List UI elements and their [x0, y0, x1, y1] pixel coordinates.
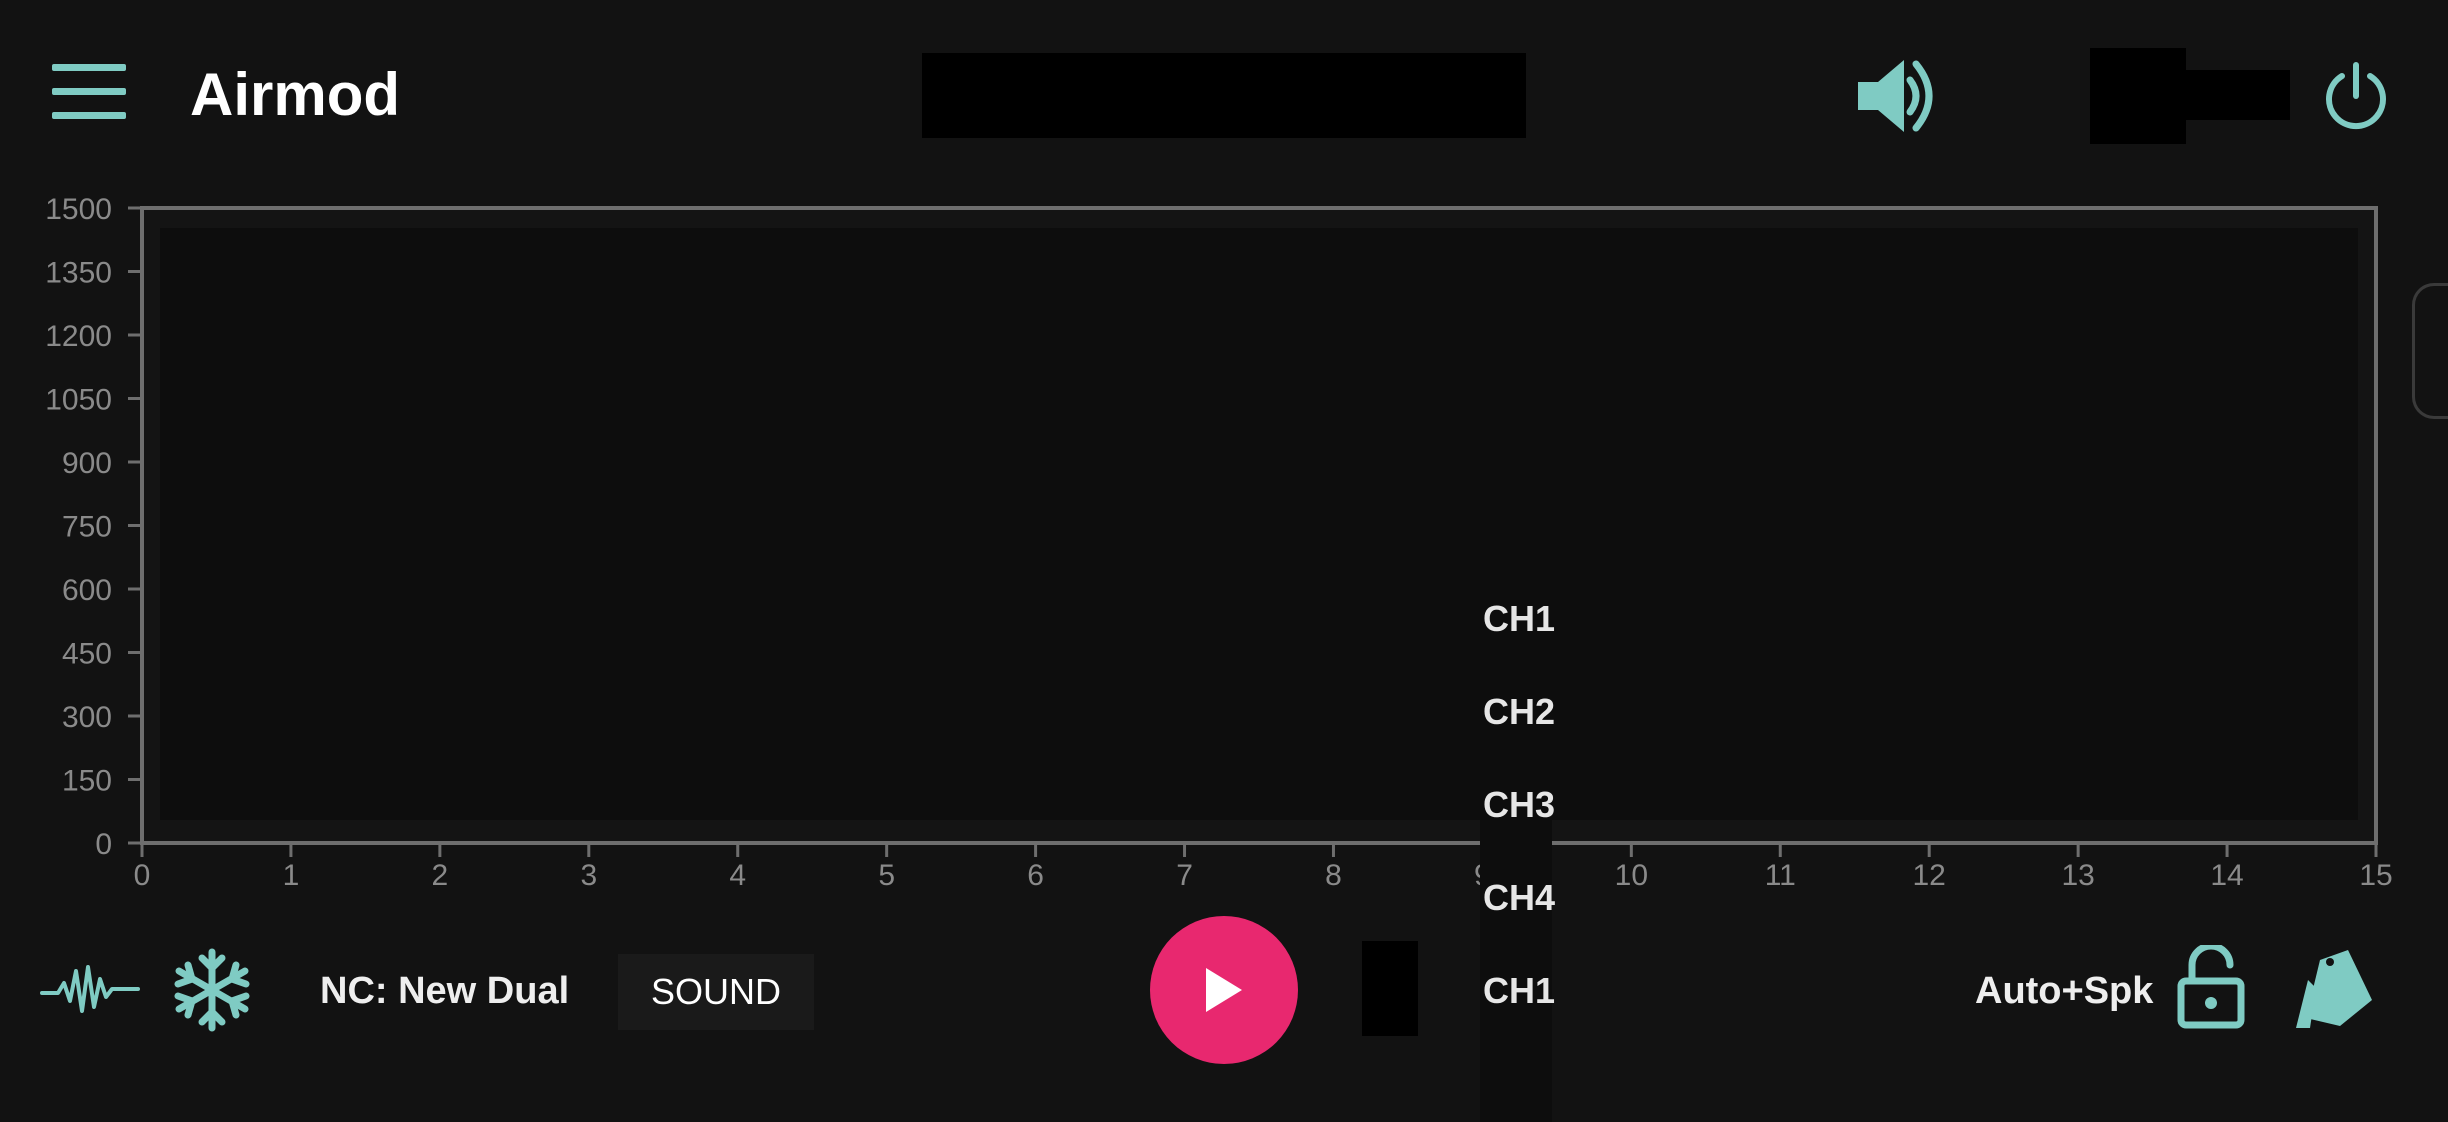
channel-menu — [1480, 572, 1552, 1122]
eraser-icon[interactable] — [2286, 948, 2376, 1030]
x-tick-label: 13 — [2061, 859, 2094, 892]
power-icon[interactable] — [2322, 62, 2390, 130]
x-tick-label: 0 — [134, 859, 151, 892]
play-icon — [1206, 968, 1242, 1012]
x-tick-label: 3 — [580, 859, 597, 892]
y-tick-label: 1500 — [45, 193, 112, 226]
noise-cancel-label[interactable]: NC: New Dual — [320, 970, 570, 1012]
redacted-status-area-2 — [2186, 70, 2290, 120]
plot-area — [160, 228, 2358, 820]
x-tick-label: 12 — [1913, 859, 1946, 892]
x-tick-label: 10 — [1615, 859, 1648, 892]
chart-svg: 0123456789101112131415015030045060075090… — [45, 193, 2392, 892]
y-tick-label: 150 — [62, 765, 112, 798]
waveform-icon[interactable] — [40, 955, 140, 1025]
x-tick-label: 5 — [878, 859, 895, 892]
y-tick-label: 900 — [62, 447, 112, 480]
play-button[interactable] — [1150, 916, 1298, 1064]
y-tick-label: 0 — [95, 828, 112, 861]
snowflake-icon[interactable] — [170, 948, 254, 1032]
side-drawer-handle[interactable] — [2412, 283, 2448, 419]
mode-label[interactable]: Auto+Spk — [1975, 970, 2154, 1012]
x-tick-label: 6 — [1027, 859, 1044, 892]
y-tick-label: 1050 — [45, 384, 112, 417]
y-tick-label: 1200 — [45, 320, 112, 353]
y-tick-label: 750 — [62, 511, 112, 544]
redacted-status-area — [2090, 48, 2186, 144]
y-tick-label: 450 — [62, 638, 112, 671]
y-tick-label: 300 — [62, 701, 112, 734]
app-title: Airmod — [190, 61, 400, 128]
hamburger-menu-icon[interactable] — [52, 64, 126, 120]
sound-button[interactable]: SOUND — [618, 954, 814, 1030]
x-tick-label: 8 — [1325, 859, 1342, 892]
x-tick-label: 11 — [1765, 859, 1796, 892]
redacted-control — [1362, 941, 1418, 1036]
chart: 0123456789101112131415015030045060075090… — [0, 190, 2448, 910]
channel-option-ch4[interactable]: CH4 — [1483, 877, 1556, 918]
channel-selected-ch1[interactable]: CH1 — [1483, 970, 1556, 1011]
volume-icon[interactable] — [1856, 58, 1936, 134]
y-tick-label: 600 — [62, 574, 112, 607]
redacted-title-area — [922, 53, 1526, 138]
x-tick-label: 15 — [2359, 859, 2392, 892]
channel-option-ch1[interactable]: CH1 — [1483, 598, 1556, 639]
channel-option-ch3[interactable]: CH3 — [1483, 784, 1556, 825]
channel-option-ch2[interactable]: CH2 — [1483, 691, 1556, 732]
x-tick-label: 7 — [1176, 859, 1193, 892]
lock-open-icon[interactable] — [2176, 942, 2246, 1029]
x-tick-label: 4 — [729, 859, 746, 892]
y-tick-label: 1350 — [45, 257, 112, 290]
x-tick-label: 2 — [432, 859, 449, 892]
x-tick-label: 14 — [2210, 859, 2243, 892]
x-tick-label: 1 — [283, 859, 300, 892]
